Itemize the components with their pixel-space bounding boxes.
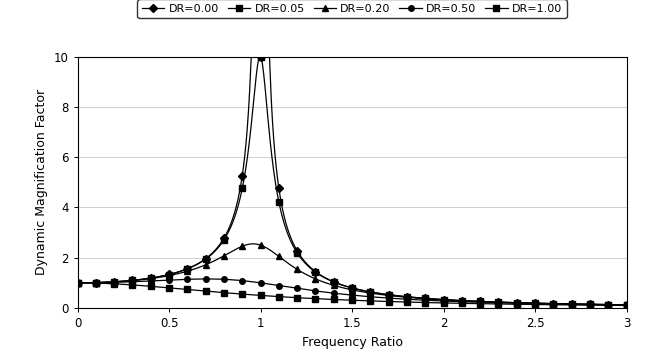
- X-axis label: Frequency Ratio: Frequency Ratio: [302, 336, 402, 349]
- Y-axis label: Dynamic Magnification Factor: Dynamic Magnification Factor: [35, 89, 48, 275]
- Legend: DR=0.00, DR=0.05, DR=0.20, DR=0.50, DR=1.00: DR=0.00, DR=0.05, DR=0.20, DR=0.50, DR=1…: [138, 0, 567, 18]
